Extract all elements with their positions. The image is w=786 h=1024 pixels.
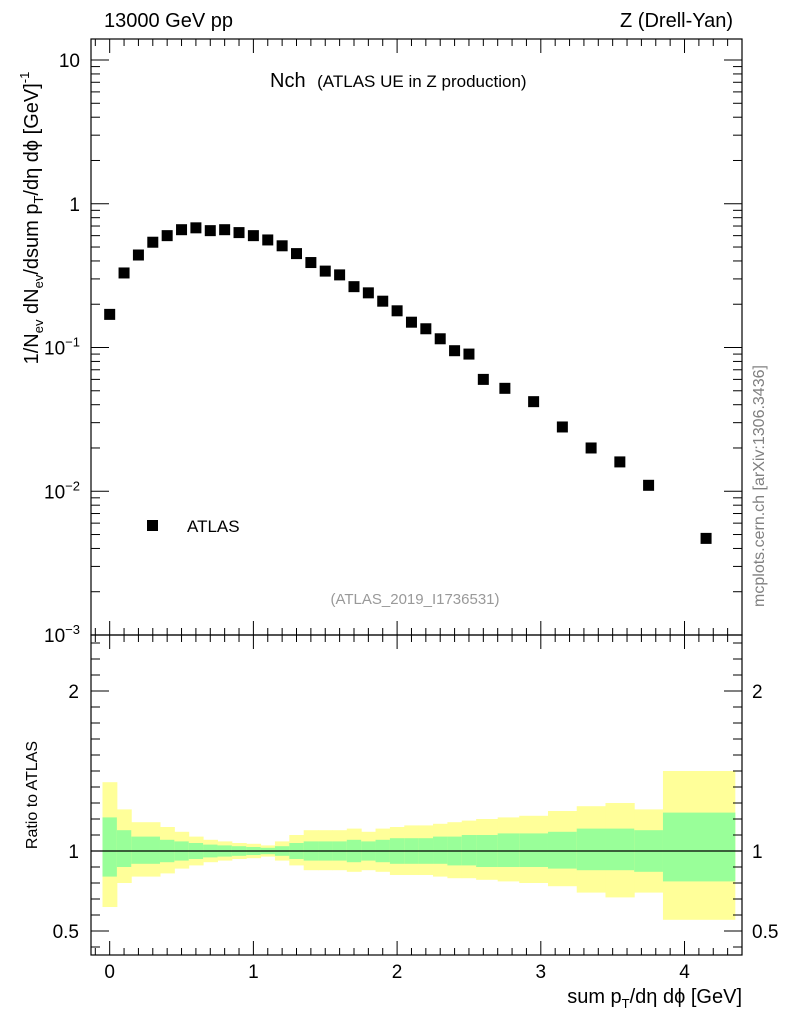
main-y-tick-label: 10−1 xyxy=(44,335,80,360)
data-points xyxy=(104,222,711,544)
x-tick-label: 3 xyxy=(536,962,547,983)
data-point xyxy=(162,230,173,241)
ratio-band-inner xyxy=(102,817,117,876)
ratio-band-inner xyxy=(498,833,520,867)
data-point xyxy=(614,456,625,467)
ratio-band-inner xyxy=(462,835,477,865)
data-point xyxy=(205,225,216,236)
data-point xyxy=(392,305,403,316)
data-point xyxy=(377,296,388,307)
header-right: Z (Drell-Yan) xyxy=(620,10,733,32)
data-point xyxy=(499,383,510,394)
data-point xyxy=(586,442,597,453)
data-point xyxy=(219,224,230,235)
ratio-plot-frame xyxy=(91,635,742,955)
data-point xyxy=(463,349,474,360)
x-tick-labels: 0 1 2 3 4 xyxy=(104,962,690,983)
data-point xyxy=(262,234,273,245)
data-point xyxy=(348,281,359,292)
plot-title-main: Nch xyxy=(270,70,306,92)
ratio-bands xyxy=(102,771,735,920)
data-point xyxy=(176,224,187,235)
chart-canvas: 10−3 10−2 10−1 1 10 0.5 0.5 1 1 2 2 0 1 2 3 4 13000 G… xyxy=(0,0,786,1024)
data-point xyxy=(435,333,446,344)
legend-marker xyxy=(147,520,158,531)
data-point xyxy=(305,257,316,268)
x-tick-label: 0 xyxy=(104,962,115,983)
data-point xyxy=(363,287,374,298)
ratio-y-tick-label-right: 1 xyxy=(752,842,763,863)
ratio-y-tick-label-left: 1 xyxy=(68,842,79,863)
ratio-y-tick-label-right: 0.5 xyxy=(752,922,778,943)
ratio-y-tick-label-left: 2 xyxy=(68,682,79,703)
data-point xyxy=(277,240,288,251)
main-plot-frame xyxy=(91,39,742,635)
ratio-y-axis-label: Ratio to ATLAS xyxy=(24,741,41,849)
data-point xyxy=(528,396,539,407)
plot-title: Nch (ATLAS UE in Z production) xyxy=(270,70,527,92)
data-point xyxy=(147,237,158,248)
ratio-band-inner xyxy=(433,837,448,864)
data-point xyxy=(334,269,345,280)
x-tick-label: 1 xyxy=(248,962,259,983)
legend-label: ATLAS xyxy=(187,517,240,536)
ratio-band-inner xyxy=(131,837,160,864)
x-tick-label: 2 xyxy=(392,962,403,983)
ratio-y-tick-label-right: 2 xyxy=(752,682,763,703)
ratio-y-tick-label-left: 0.5 xyxy=(53,922,79,943)
data-point xyxy=(406,317,417,328)
data-point xyxy=(701,533,712,544)
header-left: 13000 GeV pp xyxy=(104,10,233,32)
data-point xyxy=(133,250,144,261)
ratio-band-inner xyxy=(519,833,548,867)
main-y-tick-label: 10 xyxy=(59,51,80,72)
main-axis-ticks xyxy=(91,60,742,635)
side-watermark: mcplots.cern.ch [arXiv:1306.3436] xyxy=(751,365,768,607)
main-y-tick-labels: 10−3 10−2 10−1 1 10 xyxy=(44,51,80,647)
main-y-tick-label: 1 xyxy=(69,195,80,216)
x-axis-label: sum pT/dη dϕ [GeV] xyxy=(567,986,742,1011)
main-y-tick-label: 10−3 xyxy=(44,622,80,647)
ratio-band-inner xyxy=(117,830,132,867)
data-point xyxy=(119,267,130,278)
data-point xyxy=(420,323,431,334)
plot-title-sub: (ATLAS UE in Z production) xyxy=(317,72,526,91)
data-point xyxy=(190,222,201,233)
data-point xyxy=(291,248,302,259)
data-point xyxy=(643,480,654,491)
data-point xyxy=(248,230,259,241)
main-y-axis-label: 1/Nev dNev/dsum pT/dη dϕ [GeV]-1 xyxy=(17,72,46,365)
data-point xyxy=(104,309,115,320)
ratio-band-inner xyxy=(577,829,606,871)
data-point xyxy=(478,374,489,385)
main-y-tick-label: 10−2 xyxy=(44,478,80,503)
ratio-band-inner xyxy=(548,832,577,869)
data-point xyxy=(449,345,460,356)
ratio-axis-ticks xyxy=(91,643,742,947)
data-point xyxy=(234,227,245,238)
ratio-band-inner xyxy=(663,813,735,882)
ratio-band-inner xyxy=(605,829,634,871)
x-tick-label: 4 xyxy=(679,962,690,983)
data-point xyxy=(557,421,568,432)
data-point xyxy=(320,266,331,277)
analysis-tag: (ATLAS_2019_I1736531) xyxy=(330,591,499,608)
